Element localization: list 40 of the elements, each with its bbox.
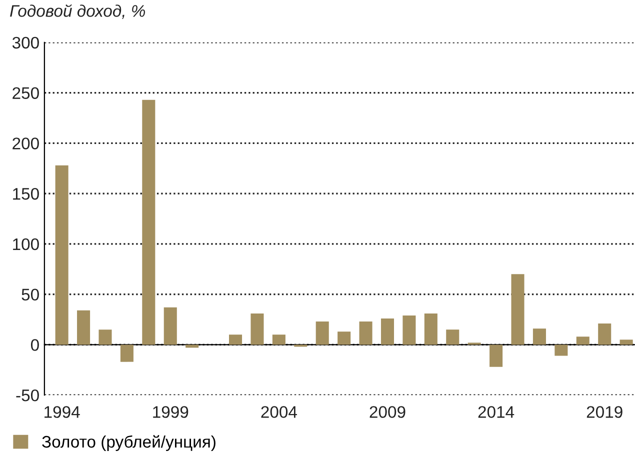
- bar: [511, 274, 524, 345]
- bar: [402, 315, 416, 345]
- bar: [77, 310, 90, 345]
- y-tick-label: 250: [12, 87, 39, 99]
- bar: [186, 344, 199, 348]
- bar: [142, 100, 156, 345]
- bar: [620, 340, 633, 345]
- x-tick-label: 1999: [153, 406, 188, 418]
- bar: [338, 332, 351, 345]
- bar: [576, 336, 590, 345]
- y-tick-label: 200: [12, 138, 39, 150]
- y-tick-label: 100: [13, 238, 39, 250]
- bar: [98, 330, 112, 345]
- x-tick-label: 2019: [586, 406, 622, 418]
- bar: [554, 344, 568, 356]
- x-tick-label: 2004: [261, 406, 297, 418]
- y-axis-title: Годовой доход, %: [10, 4, 145, 19]
- x-tick-label: 1994: [44, 406, 80, 418]
- bar: [228, 334, 242, 345]
- legend-label: Золото (рублей/унция): [42, 435, 216, 451]
- bar: [380, 318, 394, 345]
- y-tick-label: 300: [12, 36, 39, 49]
- bar: [164, 307, 177, 345]
- bar: [532, 328, 546, 345]
- bar: [272, 334, 286, 345]
- bar: [359, 322, 372, 345]
- y-tick-label: 0: [30, 339, 39, 351]
- y-tick-label: 50: [22, 288, 39, 301]
- bar: [424, 313, 438, 345]
- bar: [316, 322, 329, 345]
- x-tick-label: 2014: [478, 406, 514, 418]
- bar: [55, 165, 68, 345]
- y-tick-label: 150: [13, 188, 39, 200]
- x-tick-label: 2009: [370, 406, 406, 418]
- bar: [120, 344, 134, 362]
- bar: [446, 330, 460, 345]
- bar: [250, 313, 264, 345]
- bar: [490, 344, 503, 367]
- bar: [598, 324, 612, 345]
- y-tick-label: -50: [16, 389, 39, 402]
